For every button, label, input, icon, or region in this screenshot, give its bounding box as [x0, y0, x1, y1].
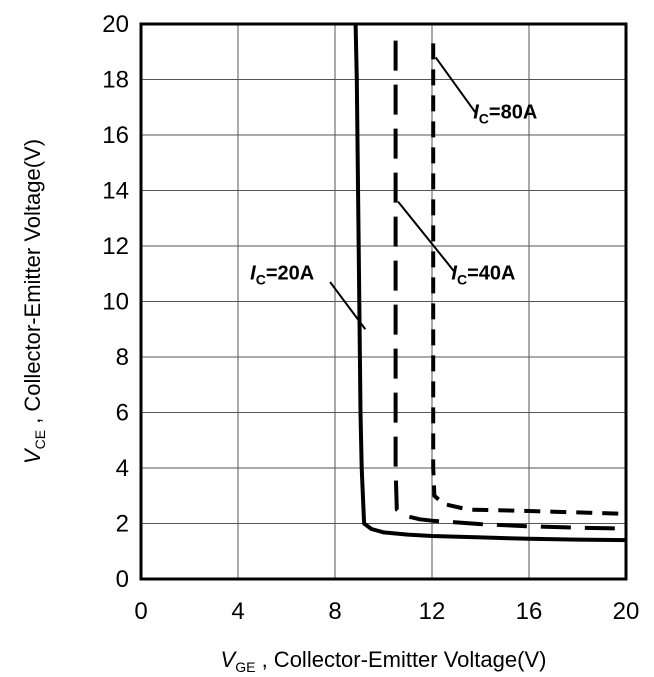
series-line — [431, 43, 627, 516]
x-tick-label: 16 — [516, 598, 543, 625]
x-tick-label: 0 — [134, 598, 147, 625]
x-axis-label-subscript: GE — [235, 659, 255, 675]
annotation-leader-line — [329, 281, 367, 330]
y-axis-label-subscript: CE — [32, 430, 48, 449]
series-line — [393, 40, 627, 531]
y-tick-label: 20 — [102, 11, 129, 38]
x-axis-label-text: , Collector-Emitter Voltage(V) — [255, 647, 546, 672]
y-tick-label: 10 — [102, 289, 129, 316]
y-axis-label: VCE , Collector-Emitter Voltage(V) — [20, 139, 48, 464]
y-tick-label: 6 — [116, 400, 129, 427]
y-tick-label: 8 — [116, 344, 129, 371]
y-tick-label: 0 — [116, 566, 129, 593]
annotations: IC=20A IC=40A IC=80A — [250, 56, 537, 330]
y-tick-label: 4 — [116, 455, 129, 482]
y-tick-label: 18 — [102, 67, 129, 94]
x-tick-label: 8 — [328, 598, 341, 625]
annotation-leader-line — [434, 56, 477, 114]
x-tick-labels: 0 4 8 12 16 20 — [134, 598, 639, 625]
y-tick-label: 16 — [102, 122, 129, 149]
x-tick-label: 20 — [613, 598, 640, 625]
series-label: IC=20A — [250, 262, 314, 287]
plot-frame — [139, 22, 628, 581]
y-tick-label: 2 — [116, 511, 129, 538]
x-axis-label-symbol: V — [221, 647, 238, 672]
annotation-leader-line — [397, 200, 455, 272]
series-label: IC=40A — [451, 262, 515, 287]
y-axis-label-text: , Collector-Emitter Voltage(V) — [20, 139, 45, 430]
series-label: IC=80A — [473, 101, 537, 126]
x-tick-label: 12 — [419, 598, 446, 625]
x-tick-label: 4 — [231, 598, 244, 625]
y-axis-label-symbol: V — [20, 447, 45, 464]
y-tick-labels: 0 2 4 6 8 10 12 14 16 18 20 — [102, 11, 129, 593]
gridlines — [140, 23, 627, 580]
y-tick-label: 12 — [102, 233, 129, 260]
x-axis-label: VGE , Collector-Emitter Voltage(V) — [221, 647, 547, 675]
y-tick-label: 14 — [102, 178, 129, 205]
